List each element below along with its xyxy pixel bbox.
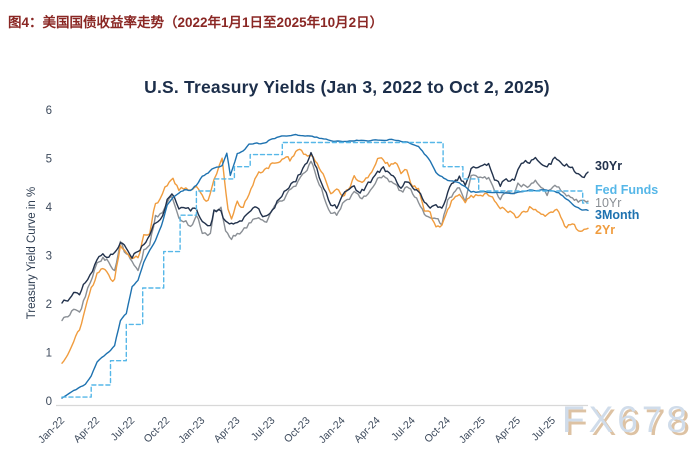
x-tick-label: Apr-24 xyxy=(352,415,383,446)
y-tick-label: 1 xyxy=(46,348,52,360)
x-tick-label: Jan-25 xyxy=(457,415,488,446)
series-line-3month xyxy=(61,133,589,399)
legend-label-3month: 3Month xyxy=(595,208,640,222)
y-tick-label: 0 xyxy=(46,396,52,408)
y-tick-label: 4 xyxy=(46,202,53,214)
figure-caption: 图4：美国国债收益率走势（2022年1月1日至2025年10月2日） xyxy=(8,15,384,30)
x-tick-label: Apr-23 xyxy=(212,415,243,446)
x-tick-label: Jul-22 xyxy=(109,415,138,444)
series-line-10yr xyxy=(61,160,589,322)
x-tick-label: Oct-24 xyxy=(422,415,453,446)
x-tick-label: Jul-25 xyxy=(529,415,558,444)
y-tick-label: 2 xyxy=(46,299,52,311)
x-tick-label: Jan-24 xyxy=(316,415,347,446)
legend-label-10yr: 10Yr xyxy=(595,196,622,210)
series-line-30yr xyxy=(61,151,589,304)
series-line-2yr xyxy=(61,148,589,364)
x-tick-label: Apr-22 xyxy=(71,415,102,446)
y-tick-label: 3 xyxy=(46,251,52,263)
x-tick-label: Jan-23 xyxy=(176,415,207,446)
series-line-fed-funds xyxy=(61,141,589,398)
x-tick-label: Jan-22 xyxy=(36,415,67,446)
chart-title: U.S. Treasury Yields (Jan 3, 2022 to Oct… xyxy=(144,77,550,97)
watermark: FX678 xyxy=(561,399,691,440)
x-tick-label: Jul-23 xyxy=(249,415,278,444)
x-tick-label: Jul-24 xyxy=(389,415,418,444)
legend-label-2yr: 2Yr xyxy=(595,223,616,237)
x-tick-label: Apr-25 xyxy=(492,415,523,446)
x-tick-label: Oct-23 xyxy=(282,415,313,446)
x-tick-label: Oct-22 xyxy=(142,415,173,446)
legend-label-30yr: 30Yr xyxy=(595,159,623,173)
y-tick-label: 5 xyxy=(46,154,52,166)
y-tick-label: 6 xyxy=(46,105,52,117)
legend-label-fed-funds: Fed Funds xyxy=(595,183,659,197)
